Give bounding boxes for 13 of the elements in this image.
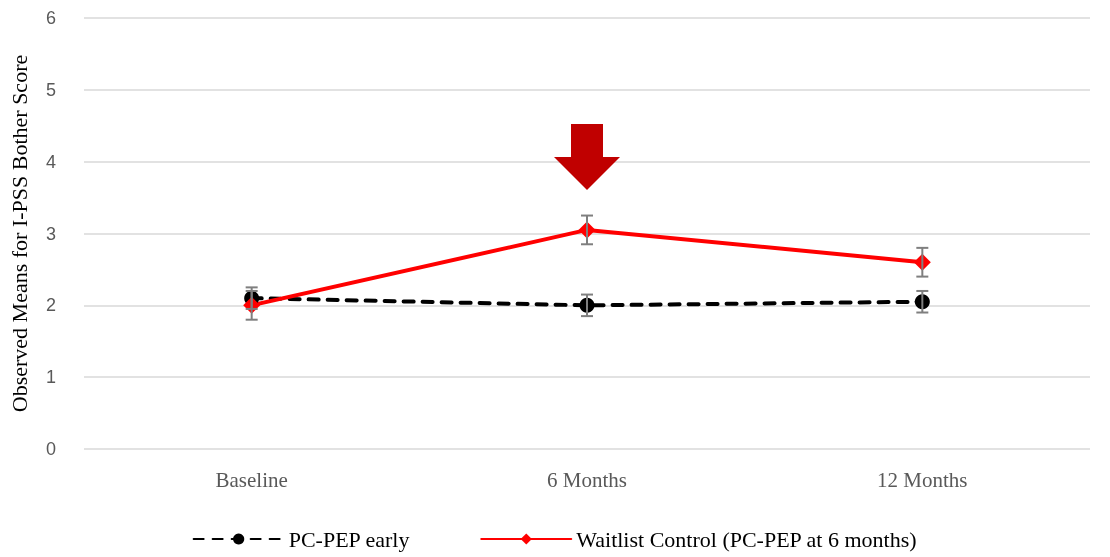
y-tick-label: 0 — [45, 439, 56, 459]
y-tick-label: 5 — [45, 79, 56, 100]
x-tick-label: 12 Months — [877, 467, 968, 492]
y-tick-label: 4 — [45, 151, 56, 172]
legend-label: Waitlist Control (PC-PEP at 6 months) — [576, 526, 917, 552]
legend-label: PC-PEP early — [288, 526, 410, 552]
x-tick-label: Baseline — [215, 467, 288, 492]
y-tick-label: 2 — [45, 295, 56, 316]
x-tick-label: 6 Months — [547, 467, 627, 492]
y-tick-label: 3 — [45, 223, 56, 244]
y-tick-label: 6 — [45, 8, 56, 28]
y-tick-label: 1 — [45, 367, 56, 388]
y-axis-title: Observed Means for I-PSS Bother Score — [6, 54, 32, 413]
